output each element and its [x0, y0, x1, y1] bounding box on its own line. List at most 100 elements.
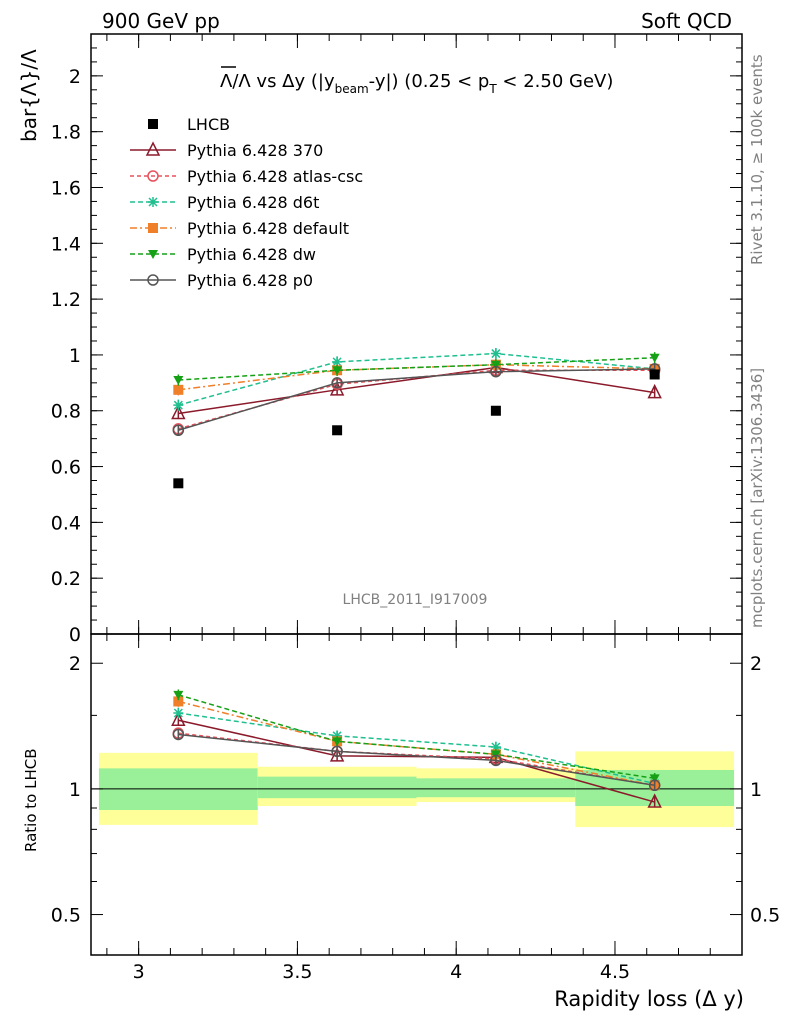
main-ytick-label: 0.4 — [51, 512, 81, 534]
main-series-line — [178, 363, 655, 391]
ratio-series-line — [178, 700, 655, 787]
main-ytick-label: 0.8 — [51, 401, 81, 423]
main-ytick-label: 1.2 — [51, 289, 81, 311]
title-sub-beam: beam — [335, 82, 369, 96]
title-mid: -y|) (0.25 < p — [369, 71, 490, 92]
main-series-6 — [172, 363, 661, 437]
legend-marker — [145, 141, 161, 156]
main-point — [332, 356, 343, 367]
main-point — [647, 383, 662, 399]
main-point — [173, 478, 184, 489]
main-ytick-label: 0 — [69, 624, 81, 646]
legend-label: Pythia 6.428 d6t — [187, 193, 319, 212]
legend-item-3: Pythia 6.428 d6t — [130, 193, 319, 212]
ratio-ytick-label: 0.5 — [51, 905, 81, 927]
side-label-top: Rivet 3.1.10, ≥ 100k events — [748, 54, 766, 265]
ratio-ytick-label: 2 — [69, 653, 81, 675]
legend-item-4: Pythia 6.428 default — [130, 219, 349, 238]
legend-item-1: Pythia 6.428 370 — [130, 141, 323, 160]
ratio-panel-frame — [90, 633, 743, 956]
legend-marker — [148, 119, 158, 129]
main-point — [649, 353, 660, 363]
ratio-series-line — [178, 733, 655, 787]
data-layer — [171, 347, 662, 808]
main-y-label: bar{Λ}/Λ — [17, 49, 41, 142]
legend-item-5: Pythia 6.428 dw — [130, 245, 316, 264]
legend-marker — [147, 170, 159, 182]
ratio-ytick-label: 1 — [69, 779, 81, 801]
ratio-point — [649, 774, 660, 784]
main-point — [332, 425, 343, 436]
ratio-series-line — [178, 694, 655, 780]
plot-title: Λ/Λ vs Δy (|ybeam-y|) (0.25 < pT < 2.50 … — [220, 66, 613, 96]
main-point — [332, 366, 343, 376]
ratio-ytick-label-right: 0.5 — [750, 905, 780, 927]
main-ytick-label: 0.6 — [51, 457, 81, 479]
legend: LHCB Pythia 6.428 370 Pythia 6.428 atlas-c… — [130, 115, 363, 290]
ratio-point — [648, 779, 661, 792]
header-right: Soft QCD — [641, 9, 732, 33]
legend-marker — [148, 197, 158, 207]
main-series-0 — [173, 369, 660, 489]
ratio-point — [331, 745, 343, 758]
legend-label: Pythia 6.428 p0 — [187, 271, 313, 290]
legend-item-2: Pythia 6.428 atlas-csc — [130, 167, 363, 186]
xtick-label: 3 — [133, 961, 145, 983]
main-ytick-label: 0.2 — [51, 568, 81, 590]
ratio-point — [647, 793, 662, 808]
ratio-band-inner-1 — [257, 776, 417, 799]
main-ytick-label: 2 — [69, 66, 81, 88]
legend-label: Pythia 6.428 370 — [187, 141, 323, 160]
title-end: < 2.50 GeV) — [497, 71, 614, 92]
main-ytick-label: 1.4 — [51, 233, 81, 255]
main-point — [490, 365, 502, 378]
main-point — [173, 376, 184, 386]
legend-label: LHCB — [187, 115, 230, 134]
axes-layer: 0 0.2 0.4 0.6 0.8 1 1.2 1.4 1.6 1.8 2 0.5 0.5 1 1 2 2 3 3.… — [51, 34, 780, 983]
title-lambda-bar: Λ — [220, 71, 233, 92]
ratio-point — [172, 728, 185, 741]
main-point — [490, 348, 501, 359]
ratio-ytick-label-right: 2 — [750, 653, 762, 675]
xtick-label: 4.5 — [600, 961, 630, 983]
legend-marker — [148, 250, 158, 259]
title-sub-t: T — [488, 82, 497, 96]
ratio-y-label: Ratio to LHCB — [22, 748, 40, 852]
watermark-label: LHCB_2011_I917009 — [343, 592, 488, 608]
xtick-label: 3.5 — [282, 961, 312, 983]
ratio-point — [173, 707, 184, 718]
ratio-point — [490, 754, 502, 767]
legend-label: Pythia 6.428 atlas-csc — [187, 167, 363, 186]
frames — [90, 33, 743, 956]
main-point — [649, 369, 660, 380]
main-series-line — [178, 352, 655, 406]
ratio-point — [171, 711, 186, 727]
main-ytick-label: 1.8 — [51, 122, 81, 144]
main-ytick-label: 1 — [69, 345, 81, 367]
main-point — [173, 384, 184, 395]
ratio-point — [173, 690, 184, 700]
main-point — [490, 360, 501, 370]
main-series-line — [178, 368, 655, 431]
legend-marker — [148, 223, 158, 233]
legend-item-0: LHCB — [148, 115, 230, 134]
legend-item-6: Pythia 6.428 p0 — [130, 271, 313, 290]
ratio-point — [332, 730, 343, 741]
ratio-point — [490, 741, 501, 752]
title-main: /Λ vs Δy (|y — [232, 71, 335, 92]
legend-marker — [147, 274, 159, 286]
legend-label: Pythia 6.428 default — [187, 219, 349, 238]
xtick-label: 4 — [450, 961, 462, 983]
main-point — [172, 424, 185, 437]
ratio-series-5 — [172, 728, 661, 792]
main-point — [490, 405, 501, 416]
main-ytick-label: 1.6 — [51, 177, 81, 199]
ratio-point — [332, 737, 343, 747]
ratio-ytick-label-right: 1 — [750, 779, 762, 801]
main-point — [171, 404, 186, 420]
ratio-band-inner-2 — [416, 778, 576, 798]
main-point — [331, 377, 343, 389]
title-text: Λ/Λ vs Δy (|ybeam-y|) (0.25 < pT < 2.50 … — [220, 71, 613, 96]
side-label-bottom: mcplots.cern.ch [arXiv:1306.3436] — [748, 368, 766, 628]
